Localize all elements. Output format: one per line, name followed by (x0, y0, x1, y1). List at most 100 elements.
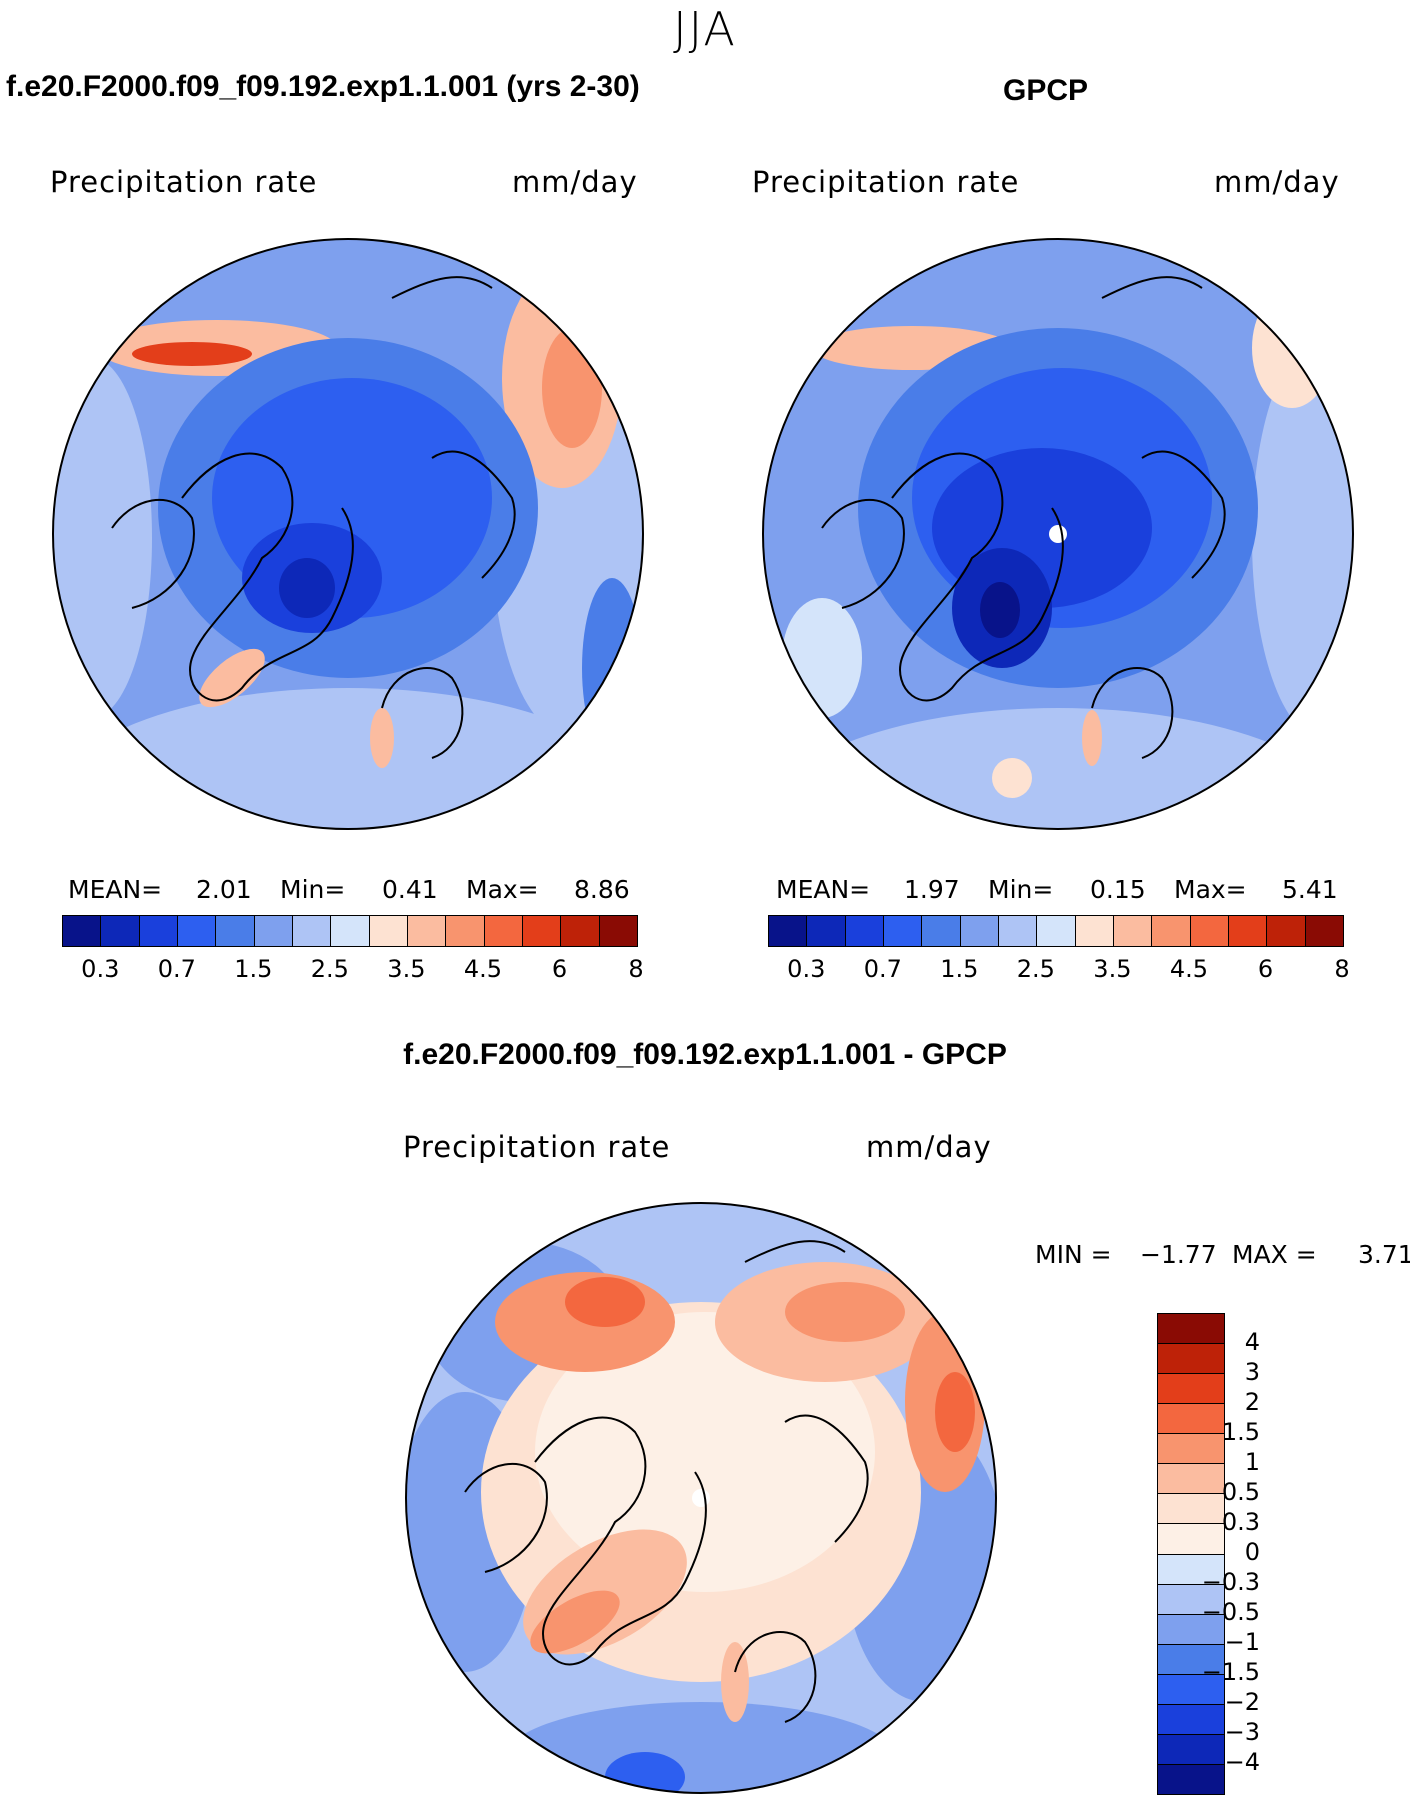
diff-colorbar-ticks: 4 3 2 1.5 1 0.5 0.3 0 −0.3 −0.5 −1 −1.5 −2 −3 −4 (1180, 1313, 1300, 1793)
obs-max-label: Max= (1174, 875, 1247, 904)
obs-min-label: Min= (988, 875, 1054, 904)
obs-colorbar-tick-label: 0.3 (787, 955, 826, 983)
obs-colorbar-tick-label: 6 (1257, 955, 1274, 983)
model-mean-value: 2.01 (196, 875, 252, 904)
model-colorbar-tick-label: 1.5 (234, 955, 273, 983)
model-variable-label: Precipitation rate (50, 165, 318, 199)
model-colorbar-tick-label: 8 (628, 955, 644, 983)
diff-colorbar-swatch (1158, 1314, 1224, 1345)
model-units-label: mm/day (512, 165, 638, 199)
diff-colorbar-tick-label: 0.5 (1221, 1478, 1260, 1506)
obs-colorbar-swatch (845, 916, 884, 946)
diff-colorbar-swatch (1158, 1764, 1224, 1794)
season-title: JJA (673, 2, 737, 56)
obs-colorbar-ticks: 0.3 0.7 1.5 2.5 3.5 4.5 6 8 (768, 955, 1349, 985)
obs-colorbar-tick-label: 0.7 (863, 955, 902, 983)
diff-colorbar-swatch (1158, 1524, 1224, 1555)
diff-colorbar-swatch (1158, 1374, 1224, 1405)
diff-colorbar-swatch (1158, 1434, 1224, 1465)
diff-colorbar-tick-label: 3 (1244, 1358, 1260, 1386)
diff-colorbar-swatch (1158, 1494, 1224, 1525)
diff-colorbar-swatch (1158, 1464, 1224, 1495)
obs-variable-label: Precipitation rate (752, 165, 1020, 199)
obs-colorbar-swatch (769, 916, 808, 946)
obs-colorbar-swatch (1228, 916, 1268, 946)
model-colorbar-tick-label: 6 (551, 955, 568, 983)
obs-colorbar-swatch (960, 916, 999, 946)
model-colorbar (62, 915, 638, 947)
diff-colorbar-swatch (1158, 1344, 1224, 1375)
diff-colorbar-swatch (1158, 1584, 1224, 1615)
obs-polar-map (762, 238, 1354, 830)
diff-max-label: MAX = (1232, 1240, 1317, 1269)
model-colorbar-tick-label: 3.5 (387, 955, 426, 983)
obs-colorbar-tick-label: 4.5 (1169, 955, 1208, 983)
model-colorbar-swatch (369, 916, 408, 946)
diff-colorbar-tick-label: 0 (1244, 1538, 1260, 1566)
obs-colorbar-tick-label: 1.5 (940, 955, 979, 983)
diff-colorbar-swatch (1158, 1674, 1224, 1705)
model-colorbar-swatch (561, 916, 600, 946)
model-mean-label: MEAN= (68, 875, 163, 904)
model-colorbar-tick-label: 0.7 (157, 955, 196, 983)
model-max-value: 8.86 (574, 875, 630, 904)
obs-colorbar-swatch (1190, 916, 1229, 946)
diff-colorbar-swatch (1158, 1554, 1224, 1585)
diff-panel-title: f.e20.F2000.f09_f09.192.exp1.1.001 - GPC… (403, 1038, 1007, 1071)
obs-colorbar-swatch (1037, 916, 1076, 946)
obs-colorbar-swatch (807, 916, 846, 946)
model-colorbar-swatch (522, 916, 562, 946)
diff-colorbar-swatch (1158, 1734, 1224, 1765)
model-colorbar-tick-label: 2.5 (310, 955, 349, 983)
obs-colorbar-swatch (883, 916, 923, 946)
diff-colorbar-swatch (1158, 1404, 1224, 1435)
diff-colorbar (1157, 1313, 1225, 1795)
model-colorbar-swatch (63, 916, 102, 946)
model-colorbar-tick-label: 0.3 (81, 955, 120, 983)
diff-polar-map (405, 1202, 997, 1794)
obs-panel-title: GPCP (1003, 74, 1089, 107)
obs-colorbar (768, 915, 1344, 947)
diff-units-label: mm/day (866, 1130, 992, 1164)
diff-colorbar-tick-label: −2 (1224, 1688, 1260, 1716)
diff-colorbar-tick-label: −4 (1224, 1748, 1260, 1776)
obs-mean-label: MEAN= (776, 875, 871, 904)
model-colorbar-swatch (254, 916, 293, 946)
diff-colorbar-swatch (1158, 1644, 1224, 1675)
model-colorbar-swatch (484, 916, 523, 946)
model-colorbar-swatch (446, 916, 485, 946)
obs-min-value: 0.15 (1090, 875, 1146, 904)
diff-colorbar-tick-label: −1.5 (1201, 1658, 1260, 1686)
model-panel-title: f.e20.F2000.f09_f09.192.exp1.1.001 (yrs … (6, 70, 640, 103)
obs-colorbar-swatch (1152, 916, 1191, 946)
model-min-label: Min= (280, 875, 346, 904)
model-polar-map (52, 238, 644, 830)
model-colorbar-ticks: 0.3 0.7 1.5 2.5 3.5 4.5 6 8 (62, 955, 643, 985)
model-colorbar-swatch (101, 916, 140, 946)
obs-colorbar-swatch (1267, 916, 1306, 946)
obs-colorbar-swatch (1305, 916, 1343, 946)
diff-colorbar-tick-label: 0.3 (1221, 1508, 1260, 1536)
model-colorbar-swatch (139, 916, 178, 946)
diff-colorbar-tick-label: 1.5 (1221, 1418, 1260, 1446)
diff-max-value: 3.71 (1358, 1240, 1410, 1269)
model-min-value: 0.41 (382, 875, 438, 904)
obs-units-label: mm/day (1214, 165, 1340, 199)
obs-colorbar-swatch (1113, 916, 1153, 946)
diff-colorbar-tick-label: −0.3 (1201, 1568, 1260, 1596)
diff-variable-label: Precipitation rate (403, 1130, 671, 1164)
diff-colorbar-tick-label: −1 (1224, 1628, 1260, 1656)
obs-max-value: 5.41 (1282, 875, 1338, 904)
model-colorbar-swatch (292, 916, 332, 946)
diff-colorbar-tick-label: −3 (1224, 1718, 1260, 1746)
diff-min-value: −1.77 (1140, 1240, 1217, 1269)
model-colorbar-swatch (599, 916, 637, 946)
diff-colorbar-tick-label: 1 (1244, 1448, 1260, 1476)
model-colorbar-swatch (407, 916, 447, 946)
diff-colorbar-tick-label: −0.5 (1201, 1598, 1260, 1626)
obs-colorbar-tick-label: 2.5 (1016, 955, 1055, 983)
model-max-label: Max= (466, 875, 539, 904)
diff-colorbar-swatch (1158, 1614, 1224, 1645)
obs-colorbar-swatch (922, 916, 961, 946)
obs-colorbar-swatch (1075, 916, 1114, 946)
